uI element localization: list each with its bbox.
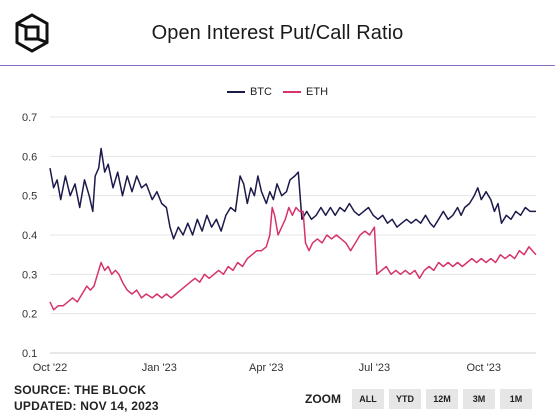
the-block-cube-logo-icon [15, 13, 49, 53]
x-tick-label: Apr '23 [249, 362, 284, 374]
y-tick-label: 0.6 [22, 151, 37, 163]
axis-labels: 0.1 0.2 0.3 0.4 0.5 0.6 0.7 Oct '22 Jan '23 Apr '… [22, 112, 501, 374]
source-text: SOURCE: THE BLOCK [14, 383, 147, 397]
chart-title: Open Interest Put/Call Ratio [151, 22, 404, 44]
series-line-eth [49, 206, 537, 311]
zoom-all-button[interactable]: ALL [352, 389, 384, 409]
chart-header: Open Interest Put/Call Ratio [0, 0, 555, 66]
x-tick-label: Oct '23 [466, 362, 501, 374]
zoom-label: ZOOM [305, 392, 341, 406]
x-tick-label: Oct '22 [33, 362, 68, 374]
legend-label-eth: ETH [306, 86, 329, 98]
zoom-ytd-button[interactable]: YTD [389, 389, 421, 409]
y-tick-label: 0.1 [22, 348, 37, 360]
y-tick-label: 0.7 [22, 112, 37, 124]
y-tick-label: 0.3 [22, 269, 37, 281]
y-tick-label: 0.2 [22, 309, 37, 321]
grid-lines [50, 116, 536, 354]
updated-text: UPDATED: NOV 14, 2023 [14, 399, 159, 413]
line-chart: 0.1 0.2 0.3 0.4 0.5 0.6 0.7 Oct '22 Jan '23 Apr '… [22, 112, 537, 374]
y-tick-label: 0.4 [22, 230, 37, 242]
zoom-1m-button[interactable]: 1M [500, 389, 532, 409]
chart-legend: BTC ETH [0, 84, 555, 98]
y-tick-label: 0.5 [22, 191, 37, 203]
legend-swatch-btc [226, 91, 245, 93]
chart-footer: SOURCE: THE BLOCK UPDATED: NOV 14, 2023 [14, 382, 159, 414]
legend-label-btc: BTC [249, 86, 272, 98]
zoom-3m-button[interactable]: 3M [463, 389, 495, 409]
series-line-btc [49, 147, 536, 240]
series-lines [49, 147, 537, 311]
x-tick-label: Jul '23 [359, 362, 390, 374]
zoom-12m-button[interactable]: 12M [426, 389, 458, 409]
legend-swatch-eth [283, 91, 302, 93]
zoom-controls: ZOOM ALL YTD 12M 3M 1M [305, 389, 532, 409]
legend-item-eth[interactable]: ETH [283, 86, 328, 98]
legend-item-btc[interactable]: BTC [226, 86, 272, 98]
x-tick-label: Jan '23 [142, 362, 177, 374]
